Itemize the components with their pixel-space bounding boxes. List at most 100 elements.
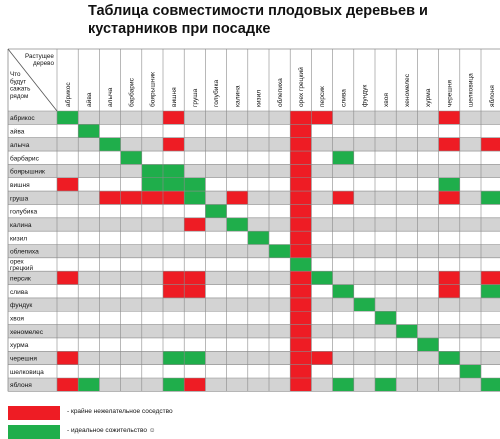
cell-ideal	[141, 164, 163, 178]
column-label: абрикос	[64, 82, 72, 107]
cell-incompatible	[481, 137, 500, 152]
row-band	[8, 204, 500, 218]
cell-incompatible	[141, 191, 163, 205]
column-label: боярышник	[149, 72, 157, 107]
cell-ideal	[375, 311, 397, 325]
column-label: черешня	[446, 80, 453, 107]
cell-incompatible	[438, 191, 460, 205]
cell-incompatible	[290, 337, 312, 352]
cell-ideal	[332, 284, 354, 298]
cell-incompatible	[163, 137, 185, 152]
row-band	[8, 351, 500, 365]
cell-ideal	[417, 337, 439, 352]
cell-ideal	[141, 177, 163, 192]
cell-ideal	[247, 231, 269, 245]
cell-ideal	[311, 271, 333, 285]
column-label: хурма	[425, 88, 432, 107]
row-band	[8, 217, 500, 232]
cell-ideal	[78, 124, 100, 138]
cell-incompatible	[290, 137, 312, 152]
column-label: яблоня	[488, 85, 496, 107]
cell-ideal	[184, 177, 206, 192]
cell-ideal	[396, 324, 418, 338]
corner-left-label-word: Что	[10, 71, 21, 78]
row-label: голубика	[10, 208, 37, 216]
legend-red-label: - крайне нежелательное соседство	[67, 408, 173, 415]
row-band	[8, 244, 500, 258]
row-label: барбарис	[10, 154, 40, 162]
cell-incompatible	[163, 111, 185, 125]
corner-top-label-line1: Растущее	[25, 53, 54, 60]
cell-ideal	[375, 378, 397, 392]
column-label: барбарис	[127, 77, 135, 107]
row-label: яблоня	[10, 381, 32, 389]
column-label: хеномелес	[404, 73, 411, 107]
cell-incompatible	[120, 191, 142, 205]
row-label: хеномелес	[10, 329, 44, 336]
cell-incompatible	[290, 311, 312, 325]
corner-left-label: Что будут сажать рядом	[10, 71, 31, 100]
row-band	[8, 191, 500, 205]
cell-incompatible	[290, 217, 312, 232]
row-label: облепиха	[10, 248, 39, 256]
cell-ideal	[163, 378, 185, 392]
cell-incompatible	[311, 111, 333, 125]
row-label: черешня	[10, 356, 37, 363]
cell-ideal	[438, 177, 460, 192]
row-band	[8, 297, 500, 312]
column-label: хвоя	[383, 93, 390, 107]
cell-ideal	[269, 244, 291, 258]
row-band	[8, 177, 500, 192]
cell-incompatible	[290, 231, 312, 245]
column-label: айва	[85, 92, 93, 107]
cell-incompatible	[290, 324, 312, 338]
corner-top-label-line2: дерево	[33, 60, 54, 67]
cell-incompatible	[290, 364, 312, 378]
cell-ideal	[481, 378, 500, 392]
cell-ideal	[459, 364, 481, 378]
cell-ideal	[184, 351, 206, 365]
cell-incompatible	[290, 111, 312, 125]
row-label: груша	[10, 195, 29, 202]
row-band	[8, 311, 500, 325]
cell-incompatible	[184, 378, 206, 392]
cell-incompatible	[57, 351, 79, 365]
row-band	[8, 257, 500, 272]
column-label: кизил	[256, 90, 263, 107]
cell-incompatible	[290, 351, 312, 365]
row-label: орех	[10, 258, 25, 265]
column-label: алыча	[107, 87, 114, 107]
row-label: алыча	[10, 142, 30, 149]
cell-ideal	[226, 217, 248, 232]
corner-diagonal-line	[7, 48, 58, 112]
cell-incompatible	[290, 271, 312, 285]
row-label: хвоя	[10, 315, 24, 322]
legend-green-swatch	[8, 425, 60, 439]
page-title: Таблица совместимости плодовых деревьев …	[88, 2, 488, 38]
cell-incompatible	[438, 111, 460, 125]
cell-incompatible	[57, 378, 79, 392]
row-band	[8, 324, 500, 338]
row-band	[8, 124, 500, 138]
row-band	[8, 137, 500, 152]
cell-incompatible	[438, 137, 460, 152]
cell-ideal	[438, 351, 460, 365]
cell-incompatible	[226, 191, 248, 205]
cell-incompatible	[438, 284, 460, 298]
cell-ideal	[205, 204, 227, 218]
cell-ideal	[99, 137, 121, 152]
column-label: персик	[319, 86, 326, 107]
title-line-1: Таблица совместимости плодовых деревьев …	[88, 3, 428, 19]
cell-ideal	[163, 351, 185, 365]
legend-red-swatch	[8, 406, 60, 420]
row-band	[8, 271, 500, 285]
cell-ideal	[120, 151, 142, 165]
cell-incompatible	[290, 244, 312, 258]
cell-ideal	[163, 177, 185, 192]
cell-ideal	[57, 111, 79, 125]
row-band	[8, 337, 500, 352]
cell-ideal	[332, 378, 354, 392]
row-band	[8, 364, 500, 378]
row-label: вишня	[10, 182, 30, 189]
